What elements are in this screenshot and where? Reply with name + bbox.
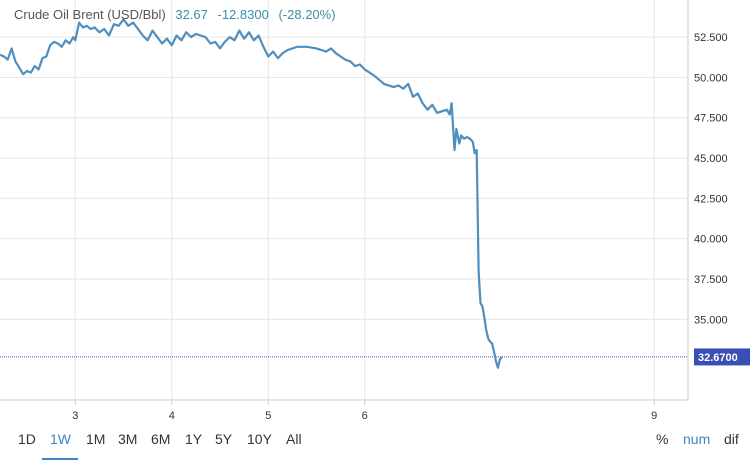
last-price: 32.67 xyxy=(175,7,208,22)
price-change-percent: (-28.20%) xyxy=(278,7,336,22)
y-tick-label: 50.000 xyxy=(694,72,728,84)
chart-axes: 35.000 37.500 40.000 42.500 45.000 47.500 50.0… xyxy=(0,0,728,422)
range-button-1m[interactable]: 1M xyxy=(86,431,106,447)
chart-header: Crude Oil Brent (USD/Bbl) 32.67 -12.8300… xyxy=(14,7,342,22)
x-tick-label: 5 xyxy=(265,410,271,422)
range-button-1w[interactable]: 1W xyxy=(50,431,71,447)
y-tick-label: 52.500 xyxy=(694,32,728,44)
range-button-1d[interactable]: 1D xyxy=(18,431,36,447)
last-value-label: 32.6700 xyxy=(694,348,750,366)
chart-grid xyxy=(0,0,688,400)
range-button-5y[interactable]: 5Y xyxy=(215,431,233,447)
y-tick-label: 40.000 xyxy=(694,234,728,246)
x-tick-label: 4 xyxy=(169,410,175,422)
instrument-title: Crude Oil Brent (USD/Bbl) xyxy=(14,7,166,22)
price-change: -12.8300 xyxy=(217,7,269,22)
range-button-3m[interactable]: 3M xyxy=(118,431,138,447)
y-tick-label: 45.000 xyxy=(694,153,728,165)
y-tick-label: 42.500 xyxy=(694,193,728,205)
mode-button-dif[interactable]: dif xyxy=(724,431,739,447)
mode-button-num[interactable]: num xyxy=(683,431,711,447)
range-toolbar: 1D 1W 1M 3M 6M 1Y 5Y 10Y All % num dif xyxy=(0,425,750,460)
x-tick-label: 3 xyxy=(72,410,78,422)
range-button-10y[interactable]: 10Y xyxy=(247,431,272,447)
x-tick-label: 6 xyxy=(362,410,368,422)
range-button-1y[interactable]: 1Y xyxy=(185,431,203,447)
mode-button-percent[interactable]: % xyxy=(656,431,669,447)
last-value-label-box xyxy=(694,348,750,366)
x-tick-label: 9 xyxy=(651,410,657,422)
price-line[interactable] xyxy=(0,18,503,369)
y-tick-label: 37.500 xyxy=(694,274,728,286)
y-tick-label: 35.000 xyxy=(694,314,728,326)
last-value-label-text: 32.6700 xyxy=(698,352,738,364)
range-button-all[interactable]: All xyxy=(286,431,302,447)
range-button-6m[interactable]: 6M xyxy=(151,431,171,447)
y-tick-label: 47.500 xyxy=(694,113,728,125)
